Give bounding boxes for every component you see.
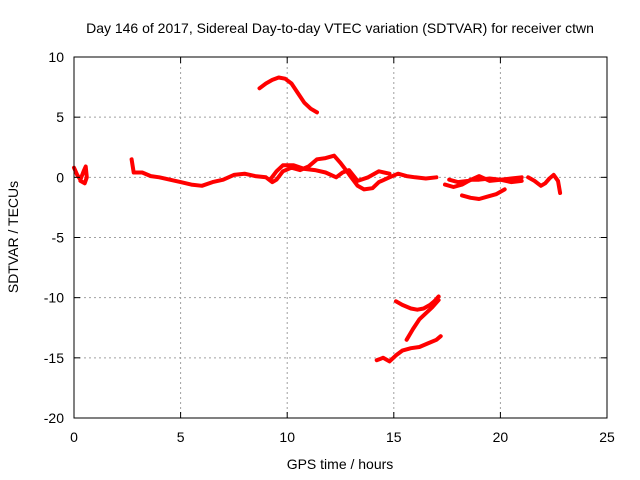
x-tick-label: 15 — [386, 429, 402, 445]
x-tick-label: 20 — [493, 429, 509, 445]
y-tick-label: -5 — [52, 230, 65, 246]
series-track-3 — [268, 163, 392, 183]
series-track-2 — [129, 153, 439, 192]
series-track-4 — [443, 176, 524, 189]
x-axis-label: GPS time / hours — [287, 456, 394, 472]
series-track-5 — [447, 174, 524, 185]
series-layer — [72, 75, 563, 364]
chart-title: Day 146 of 2017, Sidereal Day-to-day VTE… — [86, 20, 594, 36]
y-tick-label: -20 — [44, 410, 64, 426]
y-tick-label: -10 — [44, 290, 64, 306]
series-track-8 — [257, 75, 319, 115]
series-track-10 — [404, 298, 441, 342]
y-tick-label: 5 — [56, 109, 64, 125]
series-track-6 — [460, 187, 507, 201]
series-track-1 — [72, 164, 89, 186]
x-tick-label: 5 — [177, 429, 185, 445]
series-track-9 — [393, 294, 441, 312]
x-tick-label: 10 — [279, 429, 295, 445]
series-track-7 — [526, 172, 563, 195]
y-tick-label: -15 — [44, 350, 64, 366]
x-tick-label: 25 — [599, 429, 615, 445]
tick-layer: 0 5 10 15 20 25 -20 -15 -10 -5 0 5 10 — [44, 49, 615, 445]
y-tick-label: 10 — [48, 49, 64, 65]
series-track-11 — [374, 334, 443, 364]
x-tick-label: 0 — [70, 429, 78, 445]
grid-layer — [74, 57, 607, 418]
y-axis-label: SDTVAR / TECUs — [5, 181, 21, 293]
y-tick-label: 0 — [56, 169, 64, 185]
